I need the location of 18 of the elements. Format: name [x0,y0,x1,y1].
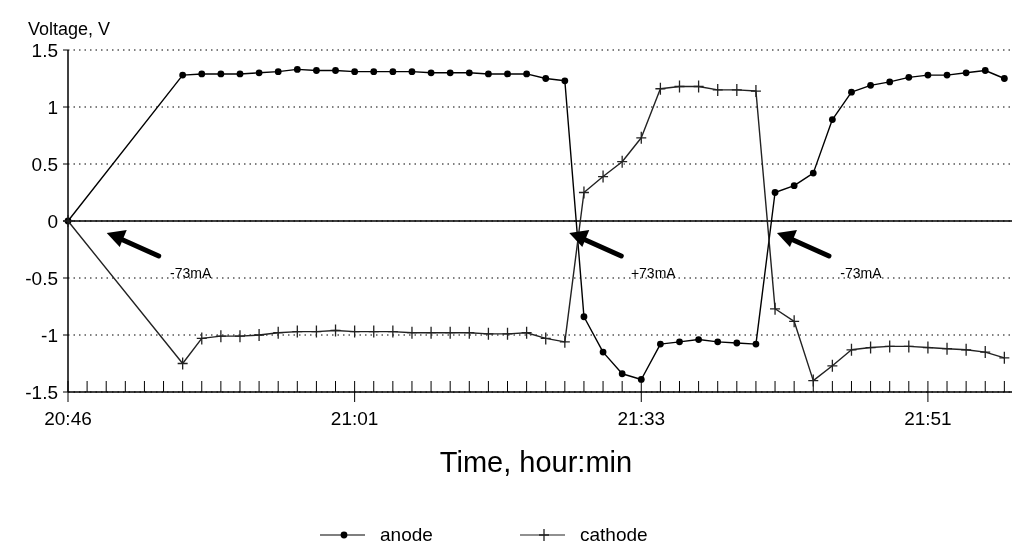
annotation: -73mA [170,264,212,281]
x-tick-label: 21:33 [617,408,666,429]
y-tick-label: 1.5 [31,39,58,61]
y-tick-label: -0.5 [25,267,58,289]
y-tick-label: 1 [47,96,58,118]
annotation: -73mA [840,264,883,281]
legend-label: anode [380,524,433,545]
y-tick-label: -1 [41,324,58,346]
x-tick-label: 20:46 [44,408,92,429]
y-tick-label: 0 [47,210,58,232]
x-tick-label: 21:01 [330,408,379,429]
legend-label: cathode [580,524,648,545]
y-tick-label: 0.5 [31,153,58,175]
y-tick-label: -1.5 [25,381,58,403]
x-axis-title: Time, hour:min [439,446,633,478]
y-axis-title: Voltage, V [28,19,111,39]
x-tick-label: 21:51 [904,408,952,429]
annotation: +73mA [630,264,677,281]
